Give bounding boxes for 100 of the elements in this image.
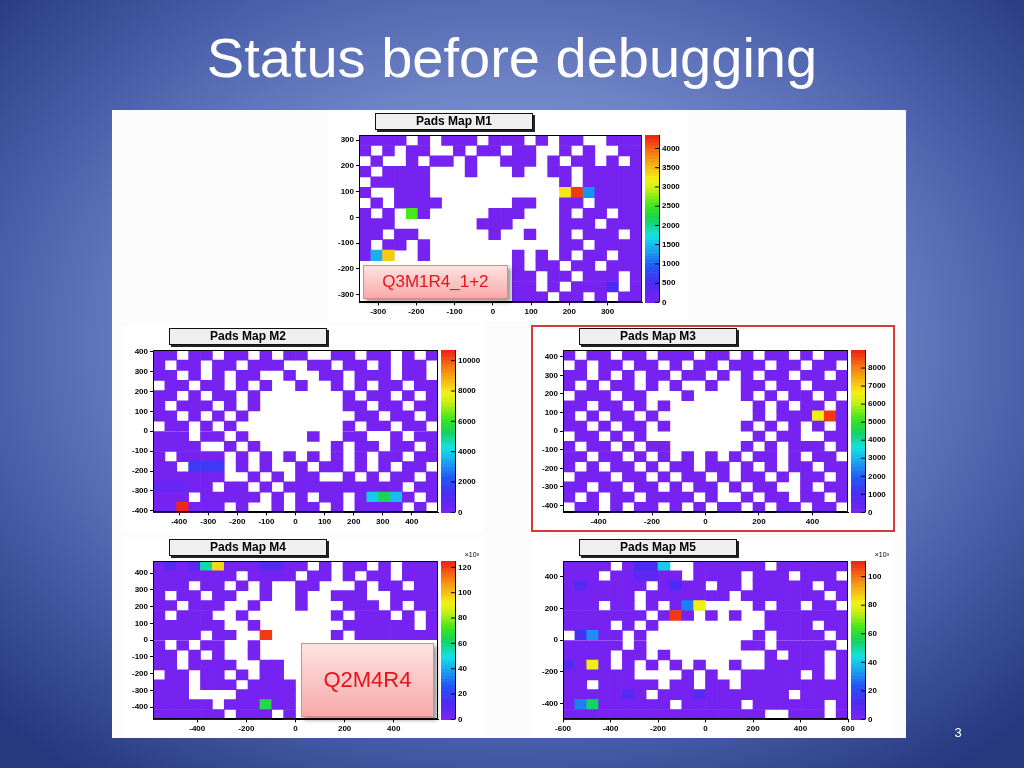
- y-tick-label: 400: [544, 351, 559, 361]
- y-tick-label: 300: [544, 370, 559, 380]
- y-tick-label: 0: [553, 635, 559, 645]
- color-bar-label: 4000: [662, 143, 681, 153]
- y-tick-label: 200: [134, 601, 149, 611]
- color-bar-label: 100: [868, 571, 882, 581]
- color-bar-label: 60: [868, 628, 878, 638]
- color-bar-label: 40: [868, 657, 878, 667]
- x-tick-label: -100: [446, 307, 464, 317]
- y-tick-label: 100: [544, 407, 559, 417]
- color-bar-label: 0: [868, 714, 873, 724]
- x-tick-label: -200: [238, 724, 255, 734]
- x-tick-label: -100: [258, 517, 275, 527]
- x-tick-label: -600: [555, 724, 572, 734]
- y-tick-label: 200: [340, 161, 355, 171]
- x-tick-label: -200: [644, 517, 661, 527]
- x-tick-label: 200: [562, 307, 577, 317]
- text: 3: [953, 725, 963, 741]
- color-bar-label: 2000: [868, 471, 887, 481]
- color-bar-label: 3000: [662, 182, 681, 192]
- color-bar-label: 8000: [458, 386, 477, 396]
- color-bar-label: 0: [662, 297, 667, 307]
- color-bar-label: 3500: [662, 162, 681, 172]
- x-tick-label: -300: [370, 307, 387, 317]
- x-tick-label: -400: [189, 724, 206, 734]
- y-tick-label: 0: [143, 426, 149, 436]
- x-tick-label: -200: [408, 307, 425, 317]
- x-tick-label: 0: [293, 517, 299, 527]
- color-bar-label: 4000: [458, 446, 477, 456]
- x-tick-label: -400: [590, 517, 608, 527]
- color-bar-label: 80: [458, 613, 468, 623]
- y-tick-label: 100: [134, 618, 149, 628]
- annotation: Q2M4R4: [301, 643, 434, 717]
- color-bar-label: 20: [458, 689, 468, 699]
- y-tick-label: -400: [132, 506, 149, 516]
- y-tick-label: -200: [542, 463, 559, 473]
- y-tick-label: -400: [542, 698, 559, 708]
- y-tick-label: 100: [134, 406, 149, 416]
- color-bar-label: 2000: [662, 220, 681, 230]
- x-tick-label: 0: [703, 724, 709, 734]
- x-tick-label: 300: [600, 307, 615, 317]
- color-bar-label: 10000: [458, 355, 481, 365]
- y-tick-label: 0: [349, 212, 355, 222]
- color-bar-label: 3000: [868, 453, 887, 463]
- y-tick-label: 200: [544, 389, 559, 399]
- x-tick-label: 0: [703, 517, 709, 527]
- x-tick-label: 400: [793, 724, 808, 734]
- x-tick-label: -200: [229, 517, 246, 527]
- chart-title: Pads Map M2: [169, 328, 327, 345]
- y-tick-label: -100: [132, 652, 149, 662]
- y-tick-label: 300: [134, 585, 149, 595]
- chart-title: Pads Map M4: [169, 539, 327, 556]
- chart-title: Pads Map M1: [375, 113, 533, 130]
- x-tick-label: 400: [387, 724, 401, 734]
- color-bar-label: 20: [868, 686, 878, 696]
- y-tick-label: 0: [553, 426, 559, 436]
- y-tick-label: -400: [542, 500, 559, 510]
- color-bar-label: 40: [458, 663, 468, 673]
- color-bar-label: 1000: [662, 259, 681, 269]
- color-bar-label: 2500: [662, 201, 681, 211]
- color-bar-label: 8000: [868, 363, 887, 373]
- y-tick-label: 400: [134, 568, 149, 578]
- x-tick-label: -400: [602, 724, 620, 734]
- y-tick-label: 200: [134, 386, 149, 396]
- y-tick-label: 300: [134, 366, 149, 376]
- color-bar-label: 4000: [868, 435, 887, 445]
- x-tick-label: 300: [376, 517, 390, 527]
- y-tick-label: -300: [132, 486, 149, 496]
- y-tick-label: 400: [544, 572, 559, 582]
- color-bar-label: 0: [458, 714, 463, 724]
- y-tick-label: 400: [134, 346, 149, 356]
- y-tick-label: -300: [338, 289, 355, 299]
- color-bar-label: 2000: [458, 477, 477, 487]
- x-tick-label: 400: [405, 517, 420, 527]
- color-bar-label: 1000: [868, 489, 887, 499]
- x-tick-label: 200: [746, 724, 761, 734]
- y-tick-label: -200: [338, 264, 355, 274]
- color-bar-label: 1500: [662, 239, 681, 249]
- y-tick-label: 200: [544, 603, 559, 613]
- color-bar-label: 60: [458, 638, 468, 648]
- y-tick-label: -100: [132, 446, 149, 456]
- x-tick-label: -300: [200, 517, 217, 527]
- color-bar-label: 0: [458, 507, 463, 517]
- y-tick-label: -400: [132, 702, 149, 712]
- chart-title: Pads Map M3: [579, 328, 737, 345]
- x-tick-label: 0: [293, 724, 299, 734]
- x-tick-label: 200: [752, 517, 767, 527]
- color-bar-label: 100: [458, 587, 472, 597]
- y-tick-label: -300: [132, 685, 149, 695]
- x-tick-label: 100: [524, 307, 539, 317]
- color-bar-label: 80: [868, 600, 878, 610]
- annotation: Q3M1R4_1+2: [363, 264, 508, 300]
- y-tick-label: -200: [132, 466, 149, 476]
- color-bar-label: 500: [662, 278, 676, 288]
- color-bar-label: 0: [868, 507, 873, 517]
- color-bar-label: 120: [458, 562, 472, 572]
- color-bar-label: 7000: [868, 381, 887, 391]
- y-tick-label: -200: [132, 668, 149, 678]
- y-tick-label: -300: [542, 482, 559, 492]
- x-tick-label: 400: [805, 517, 820, 527]
